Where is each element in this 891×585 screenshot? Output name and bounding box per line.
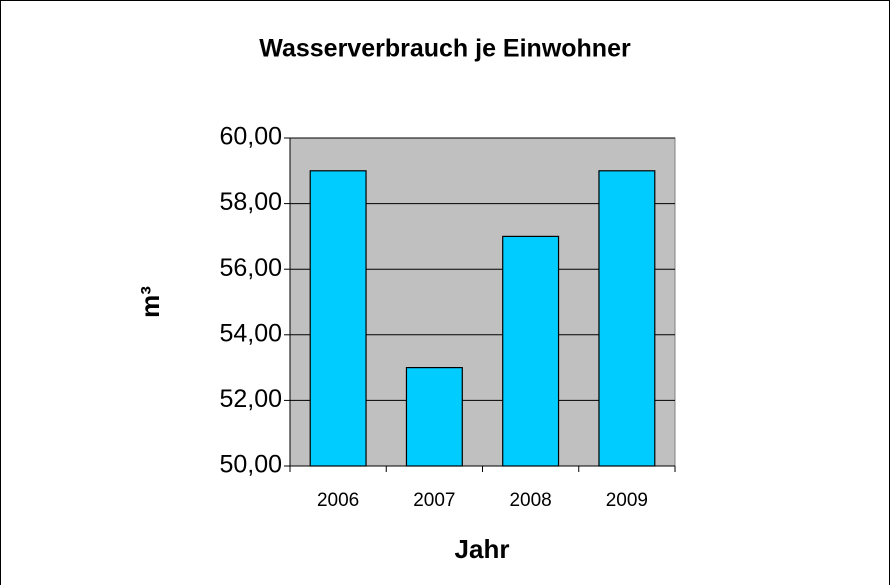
y-tick-label: 52,00 [219, 385, 282, 413]
x-tick-label: 2008 [509, 490, 551, 511]
y-tick-label: 56,00 [219, 254, 282, 282]
y-tick-label: 50,00 [219, 451, 282, 479]
x-tick-label: 2009 [606, 490, 648, 511]
chart-title: Wasserverbrauch je Einwohner [259, 35, 631, 63]
y-tick-label: 58,00 [219, 188, 282, 216]
bar [502, 235, 560, 467]
bar [309, 170, 367, 467]
bar [405, 367, 463, 467]
bar [598, 170, 656, 467]
x-axis-label: Jahr [455, 534, 510, 564]
x-tick-label: 2006 [317, 490, 359, 511]
y-axis-label: m³ [135, 286, 165, 318]
x-tick-label: 2007 [413, 490, 455, 511]
y-tick-label: 54,00 [219, 319, 282, 347]
y-tick-label: 60,00 [219, 123, 282, 151]
